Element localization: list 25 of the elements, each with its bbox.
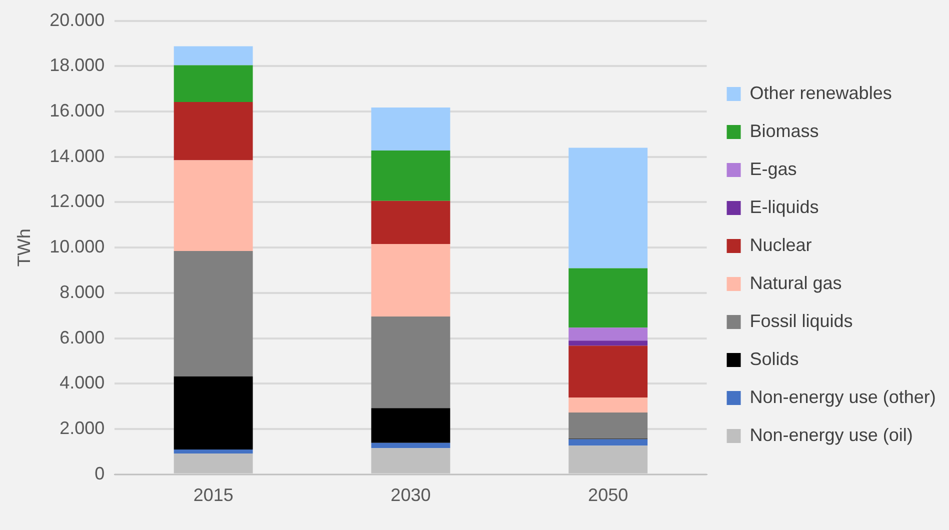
y-tick-label: 16.000 bbox=[50, 100, 105, 120]
legend-label: Solids bbox=[750, 348, 799, 369]
legend-label: Other renewables bbox=[750, 82, 892, 103]
y-tick-label: 18.000 bbox=[50, 55, 105, 76]
legend-label: Biomass bbox=[750, 120, 819, 141]
legend-label: E-gas bbox=[750, 158, 797, 179]
y-tick-label: 10.000 bbox=[50, 236, 105, 257]
y-tick-label: 20.000 bbox=[50, 10, 105, 30]
y-tick-label: 6.000 bbox=[60, 327, 105, 348]
x-tick-label: 2030 bbox=[390, 485, 431, 506]
y-axis-title: TWh bbox=[14, 228, 34, 267]
y-tick-label: 12.000 bbox=[50, 191, 105, 212]
y-tick-label: 8.000 bbox=[60, 282, 105, 302]
legend-label: E-liquids bbox=[750, 196, 819, 217]
y-tick-label: 14.000 bbox=[50, 146, 105, 166]
legend-label: Natural gas bbox=[750, 272, 842, 293]
x-tick-label: 2015 bbox=[193, 485, 234, 506]
y-tick-label: 4.000 bbox=[60, 372, 105, 393]
legend-label: Non-energy use (other) bbox=[750, 386, 936, 407]
x-tick-label: 2050 bbox=[588, 485, 628, 506]
y-tick-label: 0 bbox=[94, 463, 105, 484]
legend-label: Fossil liquids bbox=[750, 310, 853, 331]
legend-label: Nuclear bbox=[750, 234, 812, 255]
y-tick-label: 2.000 bbox=[60, 418, 105, 438]
legend-label: Non-energy use (oil) bbox=[750, 424, 913, 445]
